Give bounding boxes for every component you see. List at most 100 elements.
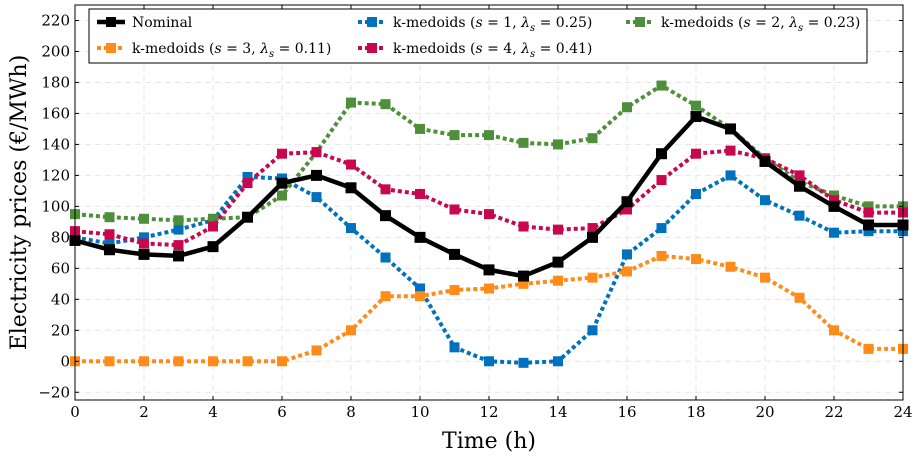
series-lines [69, 80, 909, 368]
data-point [691, 188, 701, 199]
legend-item: k-medoids (s = 3, λs = 0.11) [97, 41, 331, 60]
data-point [828, 200, 840, 212]
x-tick-label: 24 [893, 403, 912, 421]
data-point [277, 356, 287, 367]
data-point [311, 192, 322, 203]
axis-ticks: 0 2 4 6 8 10 12 14 16 18 20 22 24−200204060801001201… [38, 5, 913, 421]
y-tick-label: −20 [38, 383, 70, 401]
data-point [483, 264, 495, 276]
x-tick-label: 4 [208, 403, 218, 421]
data-point [104, 356, 115, 367]
data-point [794, 210, 805, 221]
y-tick-label: 180 [41, 73, 70, 91]
data-point [277, 148, 287, 159]
data-point [449, 248, 460, 260]
series-0 [69, 111, 909, 282]
legend-marker [635, 17, 645, 27]
data-point [208, 356, 218, 367]
data-point [173, 250, 184, 262]
data-point [346, 325, 356, 336]
x-axis-title: Time (h) [442, 429, 536, 454]
data-point [449, 204, 460, 215]
data-point [863, 219, 874, 231]
data-point [656, 80, 667, 91]
x-tick-label: 12 [479, 403, 498, 421]
data-point [311, 147, 322, 158]
legend-item: Nominal [97, 15, 193, 31]
data-point [691, 254, 701, 265]
data-point [346, 97, 356, 108]
data-point [622, 204, 632, 215]
y-tick-label: 0 [60, 352, 70, 370]
data-point [760, 272, 770, 283]
data-point [138, 248, 150, 260]
legend-label: Nominal [132, 15, 193, 31]
data-point [242, 356, 253, 367]
legend-item: k-medoids (s = 1, λs = 0.25) [358, 15, 592, 34]
data-point [242, 171, 253, 182]
data-point [553, 224, 563, 235]
x-tick-label: 14 [548, 403, 567, 421]
data-point [345, 182, 357, 194]
data-point [380, 252, 391, 263]
y-tick-label: 160 [41, 104, 70, 122]
data-point [208, 213, 218, 224]
data-point [587, 272, 598, 283]
data-point [207, 241, 219, 253]
data-point [449, 342, 460, 353]
legend-marker [106, 17, 116, 27]
y-tick-label: 40 [51, 290, 70, 308]
legend-box [88, 8, 868, 64]
data-point [484, 356, 494, 367]
data-point [415, 188, 425, 199]
x-tick-label: 18 [686, 403, 705, 421]
data-point [691, 148, 701, 159]
legend-item: k-medoids (s = 2, λs = 0.23) [626, 15, 860, 34]
data-point [587, 223, 598, 234]
data-point [794, 180, 805, 192]
x-tick-label: 20 [755, 403, 774, 421]
data-point [311, 345, 322, 356]
data-point [622, 266, 632, 277]
data-point [829, 227, 839, 238]
data-point [518, 270, 529, 282]
data-point [553, 356, 563, 367]
data-point [484, 283, 494, 294]
data-point [380, 184, 391, 195]
data-point [656, 175, 667, 186]
y-axis-title: Electricity prices (€/MWh) [7, 55, 32, 351]
data-point [725, 123, 736, 135]
data-point [863, 201, 874, 212]
data-point [553, 139, 563, 150]
data-point [139, 232, 149, 243]
series-2 [70, 80, 908, 226]
legend-item: k-medoids (s = 4, λs = 0.41) [358, 41, 592, 60]
data-point [242, 211, 253, 223]
legend-label: k-medoids (s = 4, λs = 0.41) [393, 41, 592, 60]
data-point [139, 356, 149, 367]
data-point [794, 170, 805, 181]
x-tick-label: 22 [824, 403, 843, 421]
data-point [863, 343, 874, 354]
data-point [449, 130, 460, 141]
data-point [587, 133, 598, 144]
data-point [690, 111, 702, 123]
data-point [518, 221, 529, 232]
data-point [553, 275, 563, 286]
data-point [759, 155, 771, 167]
data-point [587, 231, 598, 243]
data-point [587, 325, 598, 336]
data-point [656, 148, 667, 160]
data-point [346, 223, 356, 234]
legend-marker [106, 43, 116, 53]
data-point [139, 213, 149, 224]
y-tick-label: 120 [41, 166, 70, 184]
data-point [277, 190, 287, 201]
x-tick-label: 8 [346, 403, 356, 421]
data-point [242, 178, 253, 189]
data-point [622, 249, 632, 260]
data-point [380, 99, 391, 110]
data-point [518, 137, 529, 148]
legend-label: k-medoids (s = 2, λs = 0.23) [661, 15, 860, 34]
